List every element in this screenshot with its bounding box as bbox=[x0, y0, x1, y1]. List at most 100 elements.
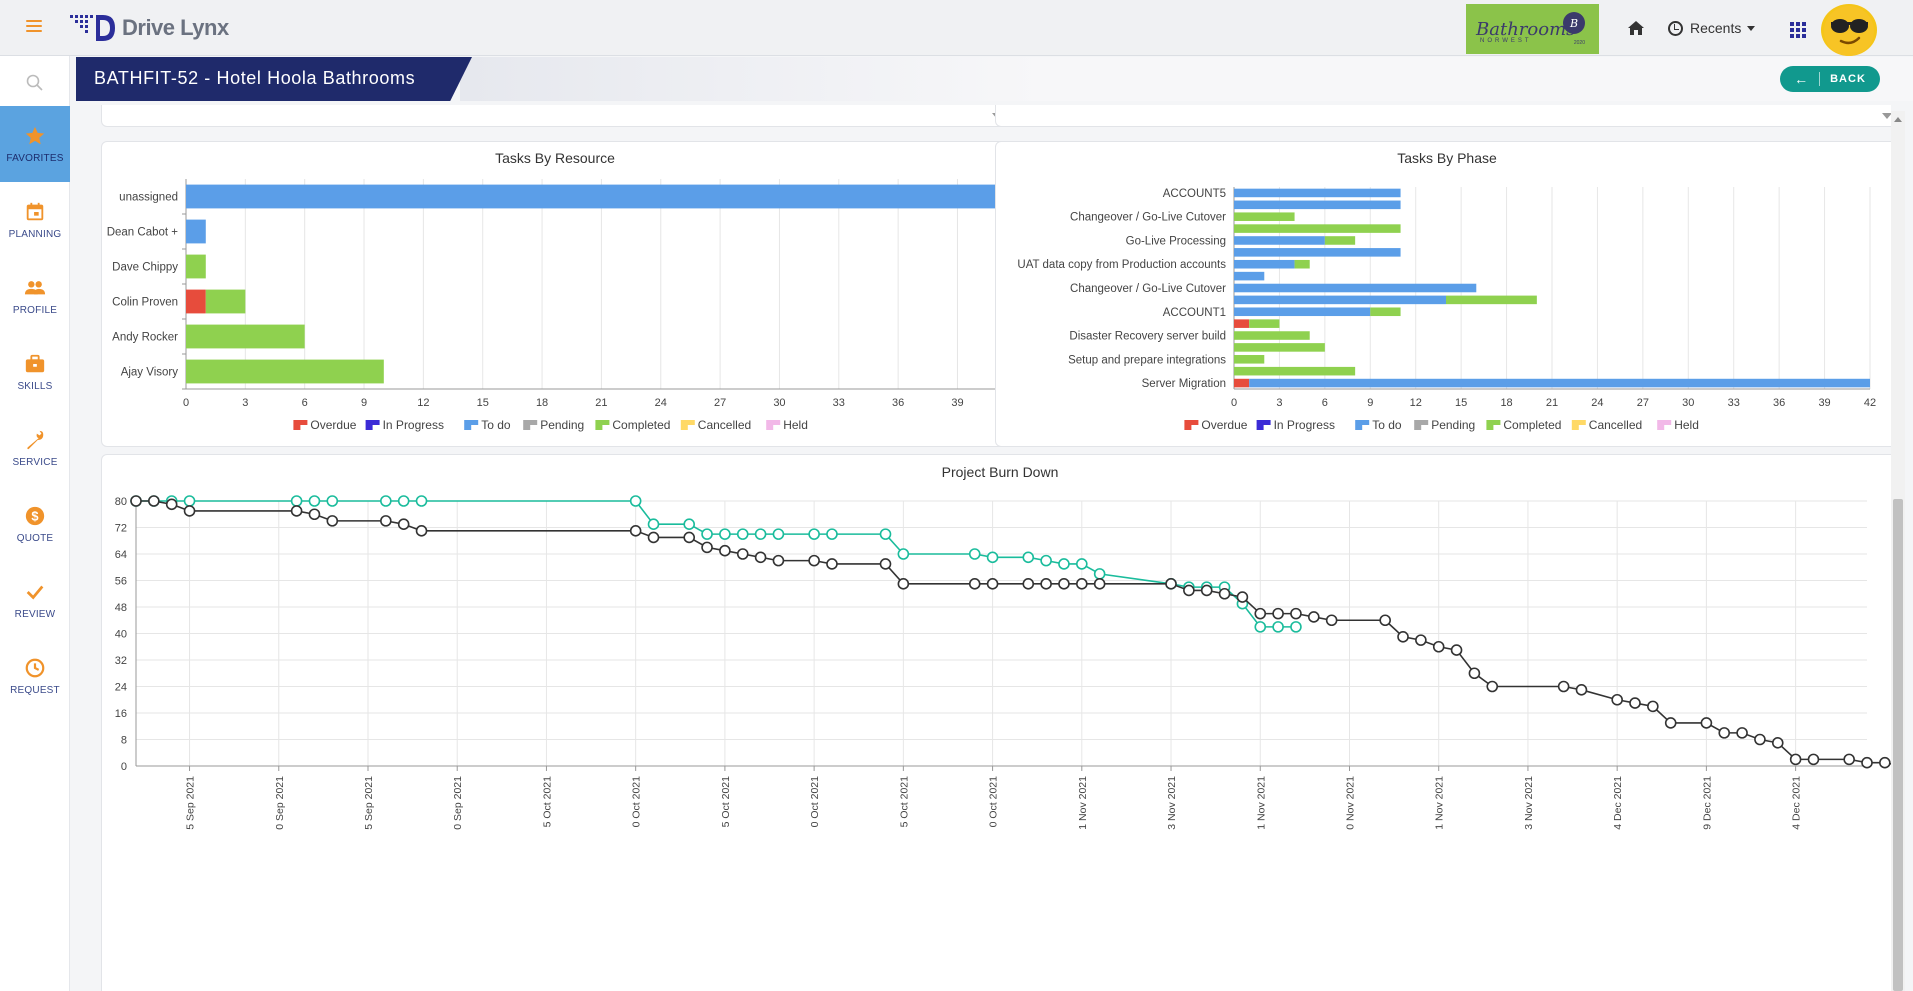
x-tick-label: 21 bbox=[1546, 397, 1558, 409]
data-point bbox=[1307, 611, 1320, 623]
y-tick-label: Ajay Visory bbox=[121, 367, 179, 379]
data-point bbox=[1076, 558, 1088, 570]
bar-segment bbox=[1234, 378, 1250, 388]
top-bar: Drive Lynx Bathrooms NORWEST B 2020 Rece… bbox=[0, 0, 1913, 56]
x-tick-label: 24 bbox=[655, 397, 667, 409]
x-tick-label: 4 Dec 2021 bbox=[1791, 776, 1803, 830]
dropdown-stub-left[interactable] bbox=[101, 105, 1009, 127]
page-scrollbar[interactable] bbox=[1891, 111, 1905, 991]
legend-swatch bbox=[1355, 420, 1370, 425]
x-tick-label: 3 bbox=[242, 397, 248, 409]
sidebar-item-request[interactable]: REQUEST bbox=[0, 638, 70, 714]
x-tick-label: 1 Nov 2021 bbox=[1255, 776, 1267, 830]
sidebar-item-label: QUOTE bbox=[16, 532, 54, 544]
legend-swatch bbox=[523, 425, 531, 430]
data-point bbox=[148, 495, 160, 507]
data-point bbox=[1165, 578, 1177, 590]
page-title: BATHFIT-52 - Hotel Hoola Bathrooms bbox=[94, 68, 416, 88]
x-tick-label: 0 Oct 2021 bbox=[631, 776, 643, 828]
apps-grid-icon[interactable] bbox=[1790, 22, 1806, 38]
y-tick-label: Andy Rocker bbox=[112, 332, 178, 344]
legend-label: Pending bbox=[1431, 418, 1475, 432]
data-point bbox=[1218, 587, 1231, 600]
sidebar-item-planning[interactable]: PLANNING bbox=[0, 182, 70, 258]
data-point bbox=[754, 528, 767, 540]
legend-swatch bbox=[595, 420, 610, 425]
legend-label: Completed bbox=[612, 418, 670, 432]
data-point bbox=[1076, 578, 1088, 590]
data-point bbox=[968, 578, 981, 590]
bar-segment bbox=[1249, 378, 1870, 388]
data-point bbox=[1611, 693, 1623, 706]
data-point bbox=[719, 544, 731, 557]
data-point bbox=[415, 525, 428, 537]
data-point bbox=[754, 551, 767, 564]
bar-segment bbox=[1234, 355, 1265, 364]
x-tick-label: 3 Nov 2021 bbox=[1166, 776, 1178, 830]
legend-swatch bbox=[1657, 425, 1665, 430]
data-point bbox=[1379, 614, 1391, 627]
data-point bbox=[1254, 621, 1267, 633]
sidebar-item-review[interactable]: REVIEW bbox=[0, 562, 70, 638]
home-icon[interactable] bbox=[1627, 20, 1645, 36]
data-point bbox=[183, 505, 196, 517]
bar-segment bbox=[1249, 319, 1280, 328]
x-tick-label: 0 Sep 2021 bbox=[274, 776, 286, 830]
y-tick-label: 24 bbox=[115, 682, 127, 694]
x-tick-label: 1 Nov 2021 bbox=[1434, 776, 1446, 830]
sidebar-item-quote[interactable]: $ QUOTE bbox=[0, 486, 70, 562]
data-point bbox=[165, 498, 178, 511]
sidebar-item-skills[interactable]: SKILLS bbox=[0, 334, 70, 410]
data-point bbox=[1272, 607, 1284, 620]
data-point bbox=[1432, 640, 1445, 653]
data-point bbox=[647, 531, 660, 544]
scrollbar-thumb[interactable] bbox=[1893, 499, 1903, 991]
legend-swatch bbox=[1184, 425, 1192, 430]
sidebar-item-profile[interactable]: PROFILE bbox=[0, 258, 70, 334]
wrench-icon bbox=[27, 430, 44, 449]
sidebar-item-favorites[interactable]: FAVORITES bbox=[0, 106, 70, 182]
x-tick-label: 5 Sep 2021 bbox=[185, 776, 197, 830]
sidebar-item-label: REQUEST bbox=[10, 684, 60, 696]
tasks-by-phase-chart: 0 3 6 9 12 15 18 21 24 27 30 33 36 39 42ACCOUNT5Change… bbox=[1017, 187, 1876, 432]
legend-label: Cancelled bbox=[1589, 418, 1642, 432]
x-tick-label: 5 Oct 2021 bbox=[720, 776, 732, 828]
chevron-down-icon bbox=[1882, 113, 1891, 119]
legend-swatch bbox=[293, 425, 301, 430]
y-tick-label: 32 bbox=[115, 655, 127, 667]
data-point bbox=[397, 518, 410, 530]
sidebar-item-label: FAVORITES bbox=[6, 152, 64, 164]
chart-title: Tasks By Resource bbox=[495, 150, 615, 166]
search-icon[interactable] bbox=[26, 74, 44, 92]
dropdown-stub-right[interactable] bbox=[995, 105, 1891, 127]
sidebar-item-service[interactable]: SERVICE bbox=[0, 410, 70, 486]
sidebar-item-label: PLANNING bbox=[8, 228, 62, 240]
avatar[interactable] bbox=[1821, 4, 1877, 56]
data-point bbox=[1325, 614, 1338, 627]
bar-segment bbox=[1234, 248, 1401, 257]
scroll-up-icon[interactable] bbox=[1894, 117, 1902, 122]
data-point bbox=[415, 495, 428, 507]
data-point bbox=[1468, 667, 1481, 680]
brand-logo[interactable]: Drive Lynx bbox=[70, 12, 229, 44]
x-tick-label: 5 Oct 2021 bbox=[541, 776, 553, 828]
client-logo[interactable]: Bathrooms NORWEST B 2020 bbox=[1466, 4, 1599, 54]
x-tick-label: 0 Oct 2021 bbox=[809, 776, 821, 828]
legend-label: Completed bbox=[1503, 418, 1561, 432]
data-point bbox=[183, 495, 196, 507]
data-point bbox=[1575, 684, 1588, 696]
back-button[interactable]: ← BACK bbox=[1780, 66, 1880, 92]
recents-dropdown[interactable]: Recents bbox=[1668, 18, 1756, 38]
data-point bbox=[1789, 753, 1802, 766]
data-point bbox=[1058, 578, 1070, 590]
y-tick-label: Disaster Recovery server build bbox=[1069, 331, 1226, 343]
x-tick-label: 27 bbox=[1637, 397, 1649, 409]
y-tick-label: 80 bbox=[115, 496, 127, 508]
data-point bbox=[1290, 621, 1302, 633]
data-point bbox=[397, 495, 410, 507]
data-point bbox=[826, 528, 838, 540]
legend-swatch bbox=[766, 425, 774, 430]
menu-icon[interactable] bbox=[26, 20, 42, 33]
chevron-down-icon bbox=[1747, 25, 1756, 31]
legend-label: Held bbox=[1674, 418, 1699, 432]
